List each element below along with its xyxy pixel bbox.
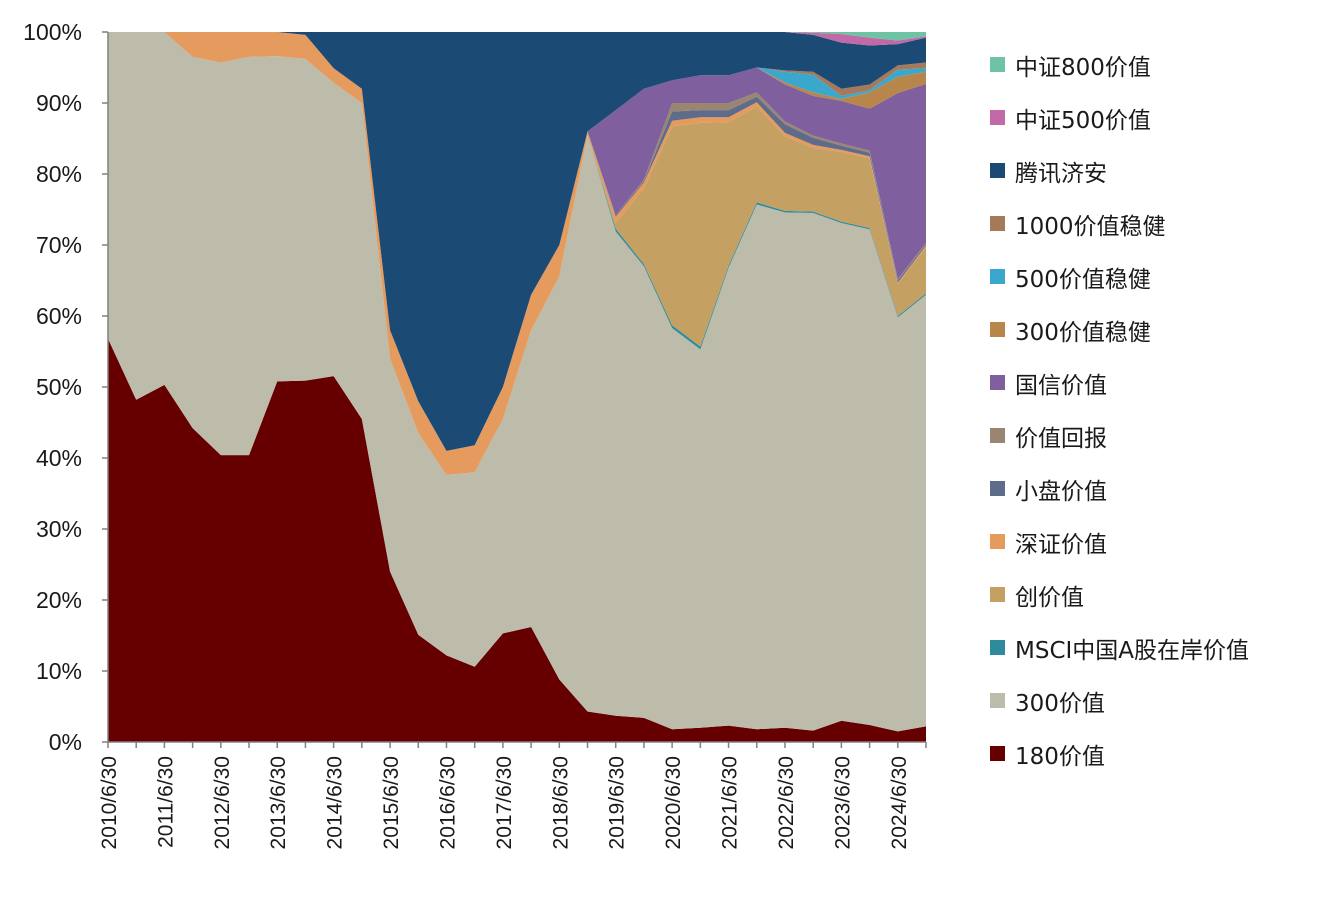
legend-item: 价值回报 <box>990 409 1310 462</box>
legend-swatch <box>990 693 1005 708</box>
legend-item: 1000价值稳健 <box>990 197 1310 250</box>
y-tick-label: 10% <box>36 658 82 684</box>
area-series-11 <box>108 32 926 451</box>
y-tick-label: 20% <box>36 587 82 613</box>
x-tick-label: 2016/6/30 <box>436 756 459 849</box>
legend-swatch <box>990 322 1005 337</box>
area-series-group <box>108 32 926 742</box>
legend-label: 300价值 <box>1015 690 1105 717</box>
legend-swatch <box>990 746 1005 761</box>
legend-swatch <box>990 110 1005 125</box>
legend-label: 中证500价值 <box>1015 107 1151 134</box>
legend-label: 180价值 <box>1015 743 1105 770</box>
legend-item: 创价值 <box>990 568 1310 621</box>
legend-label: MSCI中国A股在岸价值 <box>1015 637 1250 664</box>
x-tick-label: 2013/6/30 <box>267 756 290 849</box>
x-tick-label: 2019/6/30 <box>606 756 629 849</box>
area-series-13 <box>108 32 926 41</box>
legend-label: 国信价值 <box>1015 372 1107 399</box>
legend-item: 腾讯济安 <box>990 144 1310 197</box>
y-tick-label: 100% <box>23 19 82 45</box>
legend: 中证800价值 中证500价值 腾讯济安 1000价值稳健 500价值稳健 300价值稳健… <box>990 38 1310 780</box>
area-series-0 <box>108 338 926 742</box>
legend-swatch <box>990 587 1005 602</box>
legend-item: 180价值 <box>990 727 1310 780</box>
x-tick-label: 2022/6/30 <box>775 756 798 849</box>
y-tick-label: 40% <box>36 445 82 471</box>
legend-label: 腾讯济安 <box>1015 160 1107 187</box>
x-tick-label: 2014/6/30 <box>324 756 347 849</box>
x-tick-label: 2012/6/30 <box>211 756 234 849</box>
legend-label: 300价值稳健 <box>1015 319 1151 346</box>
legend-swatch <box>990 163 1005 178</box>
legend-label: 创价值 <box>1015 584 1084 611</box>
x-tick-label: 2015/6/30 <box>380 756 403 849</box>
y-tick-label: 90% <box>36 90 82 116</box>
legend-item: MSCI中国A股在岸价值 <box>990 621 1310 674</box>
x-tick-label: 2010/6/30 <box>98 756 121 849</box>
legend-swatch <box>990 57 1005 72</box>
x-axis-ticks: 2010/6/30 2011/6/30 2012/6/30 2013/6/30 2014… <box>98 742 927 849</box>
x-tick-label: 2023/6/30 <box>831 756 854 849</box>
x-tick-label: 2024/6/30 <box>888 756 911 849</box>
area-series-3 <box>108 32 926 476</box>
legend-item: 小盘价值 <box>990 462 1310 515</box>
y-tick-label: 0% <box>49 729 82 755</box>
legend-label: 1000价值稳健 <box>1015 213 1166 240</box>
legend-label: 500价值稳健 <box>1015 266 1151 293</box>
legend-item: 国信价值 <box>990 356 1310 409</box>
y-tick-label: 30% <box>36 516 82 542</box>
legend-swatch <box>990 269 1005 284</box>
x-tick-label: 2017/6/30 <box>493 756 516 849</box>
legend-label: 小盘价值 <box>1015 478 1107 505</box>
area-series-1 <box>108 32 926 732</box>
y-tick-label: 80% <box>36 161 82 187</box>
legend-item: 中证800价值 <box>990 38 1310 91</box>
y-tick-label: 70% <box>36 232 82 258</box>
legend-swatch <box>990 534 1005 549</box>
x-tick-label: 2018/6/30 <box>549 756 572 849</box>
x-tick-label: 2011/6/30 <box>154 756 177 848</box>
y-axis-ticks: 0% 10% 20% 30% 40% 50% 60% 70% 80% 90% 100% <box>23 19 108 755</box>
legend-swatch <box>990 428 1005 443</box>
y-tick-label: 60% <box>36 303 82 329</box>
y-tick-label: 50% <box>36 374 82 400</box>
legend-swatch <box>990 375 1005 390</box>
legend-label: 价值回报 <box>1015 425 1107 452</box>
x-tick-label: 2020/6/30 <box>662 756 685 849</box>
legend-item: 300价值稳健 <box>990 303 1310 356</box>
legend-label: 深证价值 <box>1015 531 1107 558</box>
legend-item: 中证500价值 <box>990 91 1310 144</box>
x-tick-label: 2021/6/30 <box>719 756 742 849</box>
legend-label: 中证800价值 <box>1015 54 1151 81</box>
legend-item: 300价值 <box>990 674 1310 727</box>
legend-item: 500价值稳健 <box>990 250 1310 303</box>
legend-swatch <box>990 640 1005 655</box>
legend-swatch <box>990 481 1005 496</box>
legend-swatch <box>990 216 1005 231</box>
legend-item: 深证价值 <box>990 515 1310 568</box>
